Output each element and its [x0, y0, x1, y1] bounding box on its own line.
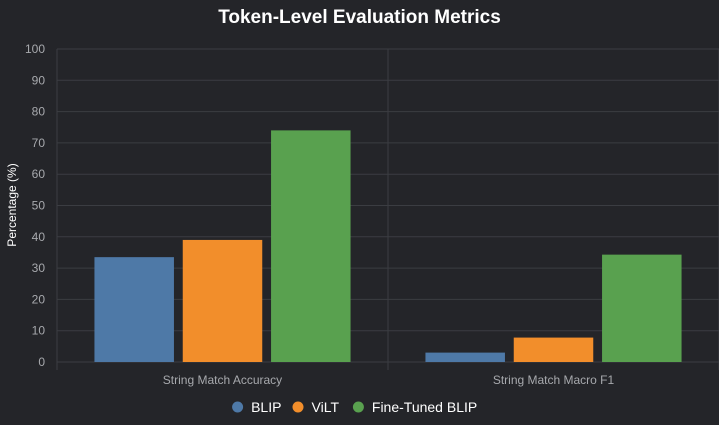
y-tick-label: 70 [32, 136, 46, 150]
legend-label[interactable]: Fine-Tuned BLIP [372, 399, 477, 415]
bar-fine-tuned-blip-1[interactable] [271, 130, 351, 362]
bar-fine-tuned-blip-2[interactable] [602, 254, 682, 362]
legend-marker-vilt [292, 401, 304, 413]
legend-marker-blip [232, 401, 244, 413]
y-tick-label: 20 [32, 292, 46, 306]
legend-marker-fine-tuned-blip [352, 401, 364, 413]
y-tick-label: 60 [32, 167, 46, 181]
y-axis-label: Percentage (%) [5, 163, 19, 246]
bar-blip-2[interactable] [425, 352, 505, 362]
y-tick-label: 50 [32, 199, 46, 213]
x-tick-label: String Match Accuracy [163, 373, 282, 387]
y-tick-label: 80 [32, 105, 46, 119]
y-tick-label: 100 [25, 42, 45, 56]
x-tick-label: String Match Macro F1 [493, 373, 615, 387]
bar-vilt-2[interactable] [513, 337, 594, 362]
y-tick-label: 10 [32, 324, 46, 338]
y-tick-label: 30 [32, 261, 46, 275]
bar-vilt-1[interactable] [182, 239, 263, 362]
y-tick-label: 90 [32, 73, 46, 87]
bar-blip-1[interactable] [94, 257, 174, 362]
y-tick-label: 0 [38, 355, 45, 369]
y-tick-label: 40 [32, 230, 46, 244]
legend-label[interactable]: BLIP [251, 399, 281, 415]
chart-title: Token-Level Evaluation Metrics [218, 7, 501, 28]
legend-label[interactable]: ViLT [312, 399, 340, 415]
